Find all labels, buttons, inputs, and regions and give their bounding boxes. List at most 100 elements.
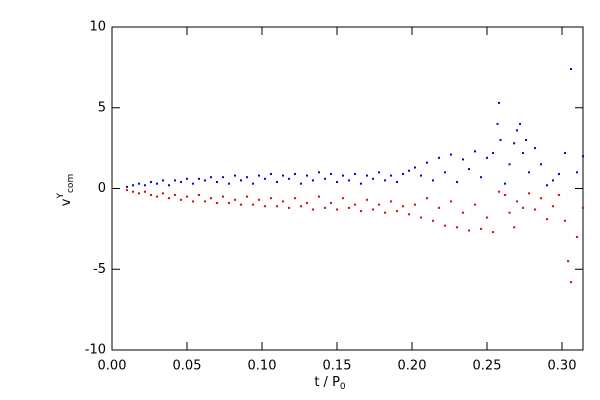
point [444,171,446,174]
point [294,172,296,175]
point [552,179,554,182]
point [498,190,500,193]
y-label-sup: Y [56,193,66,200]
point [216,202,218,205]
point [126,189,128,192]
point [564,151,566,154]
point [462,158,464,161]
point [192,200,194,203]
point [426,197,428,200]
y-label-text: v [59,198,74,206]
point [144,184,146,187]
y-tick-label: 0 [98,181,106,196]
point [522,206,524,209]
point [492,231,494,234]
point [552,205,554,208]
point [384,179,386,182]
point [240,179,242,182]
point [318,195,320,198]
x-label-text: t / P [314,375,340,390]
point [570,281,572,284]
point [402,205,404,208]
point [525,139,527,142]
point [504,193,506,196]
point [438,206,440,209]
point [528,171,530,174]
point [366,198,368,201]
point [468,168,470,171]
y-tick-label: -5 [93,262,106,277]
point [330,172,332,175]
point [258,198,260,201]
point [276,205,278,208]
point [270,197,272,200]
point [264,177,266,180]
point [378,171,380,174]
point [312,208,314,211]
point [204,200,206,203]
point [513,142,515,145]
point [246,195,248,198]
point [198,193,200,196]
x-tick-label: 0.00 [98,359,127,374]
point [180,198,182,201]
point [558,193,560,196]
point [162,192,164,195]
point [354,203,356,206]
point [336,208,338,211]
point [576,235,578,238]
point [567,260,569,263]
point [444,224,446,227]
point [228,202,230,205]
point [528,192,530,195]
point [546,218,548,221]
point [258,174,260,177]
point [546,184,548,187]
point [126,185,128,188]
point [132,184,134,187]
point [294,197,296,200]
point [534,147,536,150]
x-tick-label: 0.10 [248,359,277,374]
point [540,197,542,200]
point [498,101,500,104]
point [360,182,362,185]
point [252,182,254,185]
x-axis-label: t / P0 [314,375,346,392]
point [456,226,458,229]
point [474,203,476,206]
point [402,172,404,175]
point [156,195,158,198]
point [210,176,212,179]
point [390,174,392,177]
point [306,174,308,177]
point [378,203,380,206]
point [486,156,488,159]
point [240,203,242,206]
point [414,166,416,169]
point [222,176,224,179]
point [216,181,218,184]
point [186,177,188,180]
point [366,174,368,177]
point [324,206,326,209]
plot-frame [111,26,584,351]
point [522,151,524,154]
point [513,226,515,229]
point [228,182,230,185]
point [354,172,356,175]
point [432,219,434,222]
point [342,174,344,177]
point [246,176,248,179]
point [318,171,320,174]
point [450,200,452,203]
point [276,181,278,184]
point [508,163,511,166]
point [426,161,428,164]
point [282,174,284,177]
point [138,192,140,195]
point [372,177,374,180]
y-tick-label: 10 [89,20,106,35]
point [534,208,536,211]
